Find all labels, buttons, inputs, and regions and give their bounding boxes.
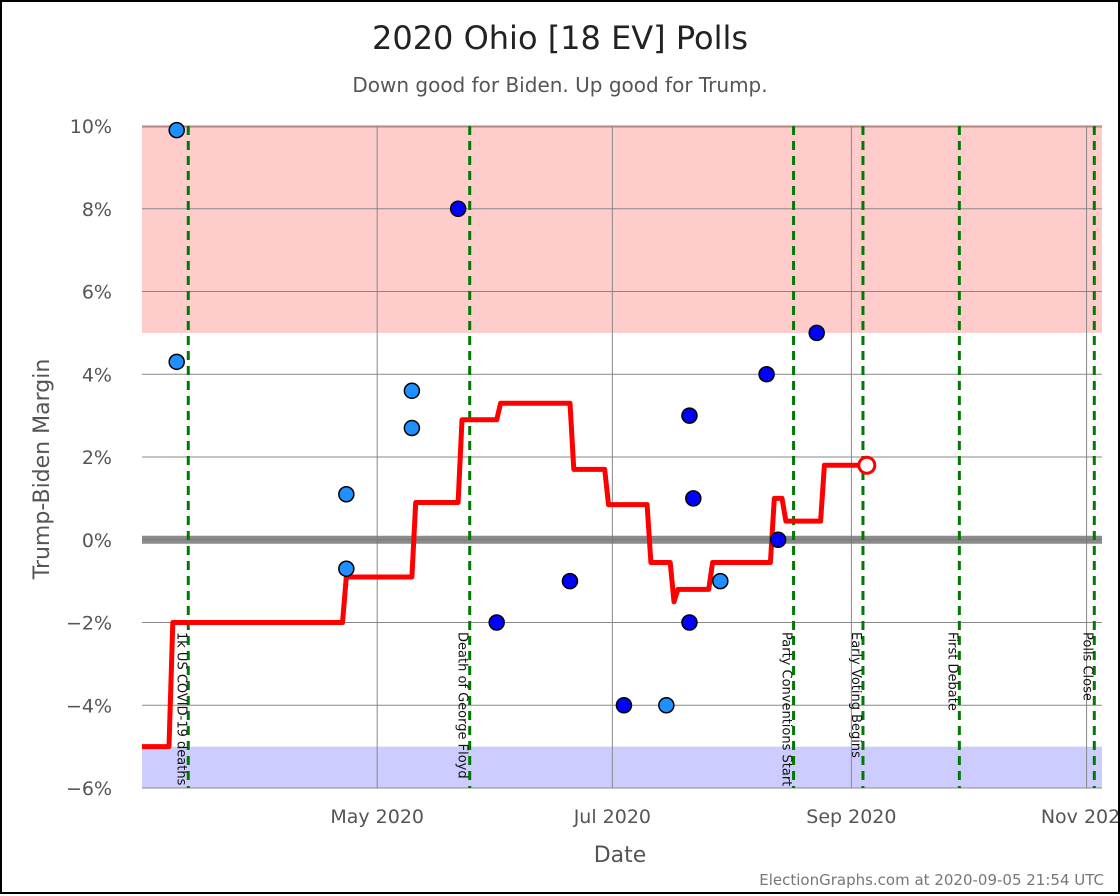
poll-point — [168, 121, 185, 139]
chart-subtitle: Down good for Biden. Up good for Trump. — [352, 73, 767, 97]
poll-point — [681, 407, 698, 424]
event-label: Early Voting Begins — [848, 632, 863, 758]
y-tick-label: 2% — [82, 447, 112, 469]
x-tick-label: Nov 2020 — [1041, 806, 1118, 828]
y-tick-label: 8% — [82, 199, 112, 221]
event-label: 1k US COVID-19 deaths — [173, 632, 188, 786]
y-tick-label: 4% — [82, 364, 112, 386]
poll-point — [615, 697, 633, 714]
poll-point — [449, 200, 467, 217]
x-tick-label: May 2020 — [330, 806, 424, 828]
x-tick-label: Sep 2020 — [806, 806, 896, 828]
poll-point — [685, 490, 702, 507]
event-label: Polls Close — [1079, 632, 1094, 701]
trump-band — [142, 126, 1102, 333]
poll-point — [561, 572, 579, 590]
event-label: First Debate — [944, 632, 959, 711]
poll-point — [168, 353, 185, 371]
poll-point — [769, 531, 787, 548]
biden-band — [142, 746, 1102, 788]
poll-point — [658, 697, 675, 714]
x-axis-label: Date — [594, 843, 647, 868]
event-label: Death of George Floyd — [455, 632, 470, 779]
poll-point — [403, 382, 421, 400]
y-tick-label: 0% — [82, 530, 112, 552]
average-end-marker — [857, 455, 877, 475]
poll-point — [681, 614, 698, 631]
x-tick-label: Jul 2020 — [573, 806, 651, 828]
poll-point — [403, 419, 421, 437]
chart-title: 2020 Ohio [18 EV] Polls — [372, 19, 748, 57]
event-label: Party Conventions Start — [779, 632, 794, 786]
footer-credit: ElectionGraphs.com at 2020-09-05 21:54 U… — [759, 871, 1104, 889]
y-tick-label: 6% — [82, 282, 112, 304]
y-axis-label: Trump-Biden Margin — [30, 359, 55, 581]
y-tick-label: −6% — [66, 778, 112, 800]
poll-point — [338, 485, 355, 503]
poll-point — [712, 572, 729, 590]
poll-point — [758, 366, 775, 383]
poll-point — [488, 614, 505, 631]
poll-point — [338, 560, 355, 577]
poll-point — [808, 324, 825, 342]
y-tick-label: −4% — [66, 695, 112, 717]
y-tick-label: −2% — [66, 613, 112, 635]
average-line — [142, 400, 867, 750]
y-tick-label: 10% — [70, 116, 112, 138]
